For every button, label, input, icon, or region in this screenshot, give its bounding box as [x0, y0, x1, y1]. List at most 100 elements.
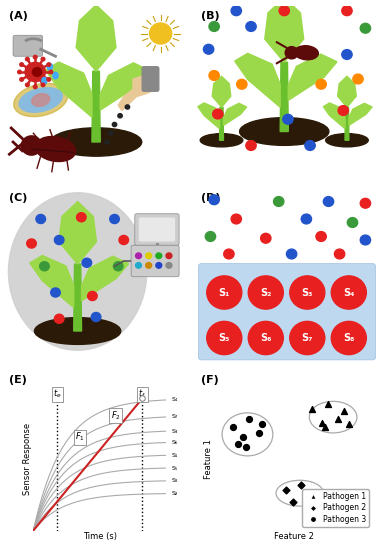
Circle shape: [20, 63, 23, 67]
Text: S₅: S₅: [218, 333, 230, 343]
Circle shape: [119, 235, 129, 245]
Circle shape: [248, 276, 283, 309]
Circle shape: [51, 288, 60, 297]
Polygon shape: [212, 76, 231, 107]
Polygon shape: [265, 0, 304, 62]
Circle shape: [146, 262, 152, 268]
Text: S₂: S₂: [260, 288, 271, 298]
Circle shape: [286, 249, 297, 259]
Circle shape: [334, 249, 345, 259]
Ellipse shape: [326, 134, 368, 147]
Circle shape: [224, 249, 234, 259]
Circle shape: [118, 114, 122, 118]
Circle shape: [25, 62, 45, 81]
Polygon shape: [338, 76, 356, 107]
Circle shape: [40, 262, 49, 271]
Polygon shape: [288, 54, 337, 100]
Circle shape: [18, 70, 22, 74]
Circle shape: [136, 262, 141, 268]
Polygon shape: [76, 5, 116, 71]
Ellipse shape: [8, 192, 147, 350]
Circle shape: [47, 63, 51, 67]
Circle shape: [231, 214, 242, 224]
Circle shape: [338, 106, 348, 116]
Text: S₄: S₄: [343, 288, 354, 298]
Circle shape: [360, 23, 371, 33]
Circle shape: [105, 140, 109, 144]
Circle shape: [150, 23, 172, 44]
Ellipse shape: [47, 63, 53, 70]
Circle shape: [342, 50, 352, 59]
Ellipse shape: [35, 317, 121, 344]
Circle shape: [156, 253, 162, 258]
Circle shape: [261, 233, 271, 243]
Circle shape: [207, 321, 242, 355]
Circle shape: [246, 21, 256, 31]
Circle shape: [209, 70, 219, 80]
Circle shape: [36, 214, 46, 223]
Text: S₈: S₈: [343, 333, 354, 343]
FancyBboxPatch shape: [131, 245, 179, 277]
Circle shape: [109, 131, 113, 135]
Circle shape: [316, 232, 326, 241]
Ellipse shape: [53, 72, 58, 79]
Circle shape: [136, 253, 141, 258]
Circle shape: [204, 45, 214, 54]
Circle shape: [33, 56, 37, 59]
Circle shape: [205, 232, 215, 241]
Text: (F): (F): [201, 375, 219, 385]
Circle shape: [33, 85, 37, 89]
Circle shape: [146, 253, 152, 258]
Circle shape: [55, 235, 64, 245]
FancyBboxPatch shape: [13, 35, 43, 56]
Circle shape: [353, 74, 363, 84]
Circle shape: [231, 6, 242, 15]
Circle shape: [331, 276, 366, 309]
Polygon shape: [74, 264, 81, 331]
Circle shape: [273, 196, 284, 206]
Circle shape: [41, 57, 45, 61]
Circle shape: [290, 321, 325, 355]
Text: S₃: S₃: [301, 288, 313, 298]
Circle shape: [112, 123, 117, 127]
Polygon shape: [349, 103, 372, 125]
FancyBboxPatch shape: [139, 218, 174, 241]
Circle shape: [209, 195, 219, 205]
Ellipse shape: [31, 94, 50, 106]
Circle shape: [279, 6, 290, 15]
Ellipse shape: [240, 118, 329, 145]
Circle shape: [360, 235, 371, 245]
FancyBboxPatch shape: [135, 214, 179, 245]
Text: (E): (E): [9, 375, 27, 385]
Circle shape: [25, 83, 29, 87]
Circle shape: [20, 78, 23, 81]
Text: S₆: S₆: [260, 333, 271, 343]
Polygon shape: [81, 256, 129, 301]
Circle shape: [237, 79, 247, 89]
FancyBboxPatch shape: [199, 263, 376, 360]
Polygon shape: [235, 53, 280, 107]
Circle shape: [110, 214, 119, 223]
Polygon shape: [323, 103, 345, 129]
Text: (A): (A): [9, 11, 28, 21]
Circle shape: [301, 214, 311, 224]
Circle shape: [49, 70, 53, 74]
Circle shape: [285, 47, 298, 59]
Text: S₁: S₁: [218, 288, 230, 298]
Ellipse shape: [35, 136, 76, 162]
Circle shape: [246, 141, 256, 150]
Ellipse shape: [50, 128, 142, 156]
Circle shape: [113, 262, 123, 271]
Circle shape: [47, 78, 51, 81]
Ellipse shape: [19, 88, 62, 112]
Polygon shape: [100, 63, 150, 110]
Circle shape: [166, 262, 172, 268]
Text: (D): (D): [201, 192, 221, 203]
Circle shape: [248, 321, 283, 355]
Polygon shape: [223, 103, 247, 125]
Circle shape: [331, 321, 366, 355]
Circle shape: [91, 312, 101, 322]
Ellipse shape: [14, 84, 68, 117]
Ellipse shape: [42, 78, 47, 84]
Circle shape: [76, 213, 86, 222]
